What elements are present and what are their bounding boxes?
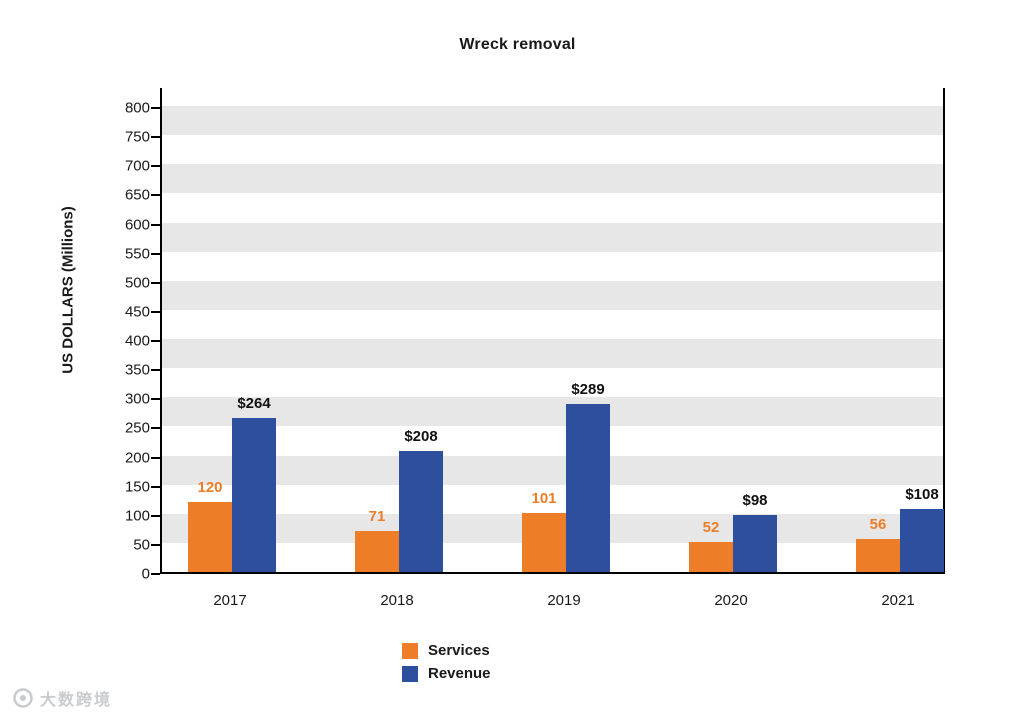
y-tick-label: 150 [124, 478, 150, 496]
y-tick-mark [151, 165, 160, 168]
plot-band [162, 368, 943, 398]
y-tick-label: 300 [124, 390, 150, 408]
revenue-legend-label: Revenue [428, 665, 491, 682]
plot-band [162, 164, 943, 194]
watermark-logo-icon [13, 688, 33, 708]
services-bar [689, 541, 733, 572]
services-bar-value-label: 56 [869, 516, 887, 534]
legend-item-services: Services [402, 642, 491, 659]
plot-area: 120 $264 71 $208 101 $289 52 $98 56 $108 [160, 88, 945, 574]
plot-band [162, 484, 943, 514]
legend: Services Revenue [402, 642, 491, 682]
plot-band [162, 251, 943, 281]
revenue-bar [566, 403, 610, 572]
services-bar-value-label: 71 [368, 507, 386, 525]
revenue-bar [399, 450, 443, 572]
revenue-legend-swatch [402, 665, 418, 682]
watermark: 大数跨境 [12, 686, 112, 710]
y-tick-label: 350 [124, 361, 150, 379]
y-tick-mark [151, 456, 160, 459]
y-tick-mark [151, 107, 160, 109]
plot-band [162, 426, 943, 456]
y-tick-label: 400 [124, 332, 150, 350]
plot-band [162, 222, 943, 252]
revenue-bar [900, 509, 944, 572]
y-tick-mark [151, 223, 160, 226]
revenue-bar-value-label: $108 [905, 486, 939, 504]
legend-item-revenue: Revenue [402, 665, 491, 682]
services-bar [522, 513, 566, 572]
revenue-bar [232, 418, 276, 572]
services-bar [188, 502, 232, 572]
y-tick-label: 550 [124, 245, 150, 263]
services-bar-value-label: 52 [702, 518, 720, 536]
plot-band [162, 339, 943, 369]
y-tick-label: 800 [124, 99, 150, 117]
y-tick-label: 450 [124, 303, 150, 321]
services-legend-label: Services [428, 642, 490, 659]
y-tick-label: 100 [124, 507, 150, 525]
y-tick-label: 700 [124, 157, 150, 175]
plot-band [162, 455, 943, 485]
revenue-bar-value-label: $289 [571, 380, 605, 398]
plot-band [162, 106, 943, 136]
services-bar [355, 530, 399, 572]
y-tick-mark [151, 427, 160, 430]
y-tick-mark [151, 281, 160, 284]
revenue-bar-value-label: $208 [404, 427, 438, 445]
y-tick-mark [151, 573, 160, 575]
y-tick-mark [151, 310, 160, 313]
y-tick-mark [151, 369, 160, 372]
services-bar-value-label: 120 [197, 479, 223, 497]
y-tick-label: 600 [124, 216, 150, 233]
services-bar-value-label: 101 [531, 490, 557, 508]
y-tick-mark [151, 252, 160, 255]
plot-band [162, 280, 943, 310]
x-tick-label: 2017 [213, 592, 247, 609]
y-tick-label: 750 [124, 128, 150, 146]
plot-band [162, 397, 943, 427]
y-tick-mark [151, 485, 160, 488]
y-tick-label: 650 [124, 186, 150, 204]
x-tick-label: 2018 [380, 592, 414, 609]
revenue-bar-value-label: $98 [742, 491, 768, 509]
y-tick-mark [151, 398, 160, 401]
watermark-text: 大数跨境 [40, 692, 113, 709]
y-tick-label: 200 [124, 449, 150, 466]
y-tick-label: 500 [124, 274, 150, 292]
y-tick-mark [151, 194, 160, 197]
revenue-bar-value-label: $264 [237, 395, 271, 413]
services-bar [856, 539, 900, 572]
y-tick-mark [151, 543, 160, 546]
y-tick-label: 250 [124, 419, 150, 437]
x-tick-label: 2020 [714, 592, 748, 609]
plot-band [162, 135, 943, 165]
x-tick-label: 2021 [881, 592, 915, 609]
plot-band [162, 193, 943, 223]
plot-band [162, 309, 943, 339]
chart-title: Wreck removal [459, 36, 576, 53]
y-tick-label: 0 [141, 565, 150, 583]
y-tick-label: 50 [133, 536, 150, 554]
revenue-bar [733, 514, 777, 572]
y-tick-mark [151, 340, 160, 342]
y-axis-title: US DOLLARS (Millions) [59, 206, 77, 374]
services-legend-swatch [402, 642, 418, 659]
x-tick-label: 2019 [547, 592, 581, 609]
y-tick-mark [151, 514, 160, 517]
y-tick-mark [151, 136, 160, 139]
